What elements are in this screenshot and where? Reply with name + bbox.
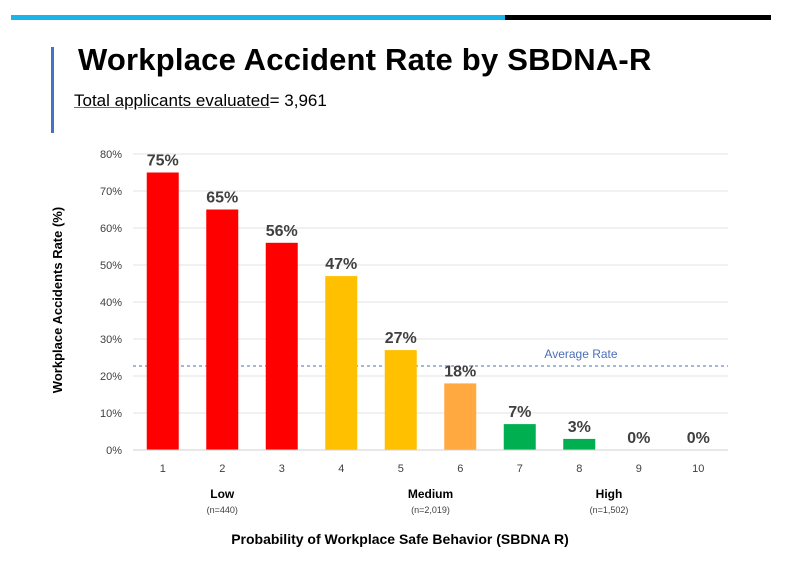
x-tick-label: 5	[398, 463, 404, 475]
group-label-medium: Medium	[408, 487, 453, 501]
title-accent-bar	[51, 47, 54, 133]
data-label-1: 75%	[147, 153, 179, 170]
x-tick-label: 6	[457, 463, 463, 475]
x-axis-title: Probability of Workplace Safe Behavior (…	[231, 531, 569, 547]
data-label-2: 65%	[206, 190, 238, 207]
data-label-8: 3%	[568, 419, 591, 436]
x-tick-label: 1	[160, 463, 166, 475]
x-tick-label: 4	[338, 463, 344, 475]
data-label-9: 0%	[627, 430, 650, 447]
bar-6	[444, 383, 477, 450]
bar-8	[563, 438, 596, 450]
y-tick-label: 80%	[100, 149, 122, 161]
bar-1	[146, 172, 179, 450]
top-accent-bar-blue	[11, 15, 505, 20]
x-tick-label: 9	[636, 463, 642, 475]
y-tick-label: 70%	[100, 186, 122, 198]
x-tick-label: 3	[279, 463, 285, 475]
y-tick-label: 50%	[100, 260, 122, 272]
bar-4	[325, 276, 358, 450]
group-count-low: (n=440)	[207, 505, 238, 515]
x-tick-label: 10	[692, 463, 704, 475]
bar-7	[503, 424, 536, 450]
subtitle-label: Total applicants evaluated	[74, 91, 270, 110]
y-tick-label: 0%	[106, 445, 122, 457]
y-tick-label: 20%	[100, 371, 122, 383]
subtitle-value: = 3,961	[269, 91, 327, 110]
x-tick-label: 2	[219, 463, 225, 475]
x-tick-label: 8	[576, 463, 582, 475]
group-count-medium: (n=2,019)	[411, 505, 450, 515]
group-count-high: (n=1,502)	[590, 505, 629, 515]
slide-subtitle: Total applicants evaluated= 3,961	[74, 91, 327, 111]
y-axis-title: Workplace Accidents Rate (%)	[50, 207, 65, 393]
data-label-3: 56%	[266, 223, 298, 240]
top-accent-bar-black	[505, 15, 771, 20]
y-tick-label: 60%	[100, 223, 122, 235]
data-label-5: 27%	[385, 330, 417, 347]
data-label-6: 18%	[444, 363, 476, 380]
bar-5	[384, 350, 417, 450]
group-label-low: Low	[210, 487, 235, 501]
x-tick-label: 7	[517, 463, 523, 475]
bar-3	[265, 242, 298, 450]
data-label-7: 7%	[508, 404, 531, 421]
average-rate-label: Average Rate	[544, 347, 617, 361]
y-tick-label: 40%	[100, 297, 122, 309]
y-tick-label: 30%	[100, 334, 122, 346]
y-tick-label: 10%	[100, 408, 122, 420]
slide-title: Workplace Accident Rate by SBDNA-R	[78, 42, 652, 77]
bar-2	[206, 209, 239, 450]
data-label-4: 47%	[325, 256, 357, 273]
group-label-high: High	[596, 487, 623, 501]
data-label-10: 0%	[687, 430, 710, 447]
